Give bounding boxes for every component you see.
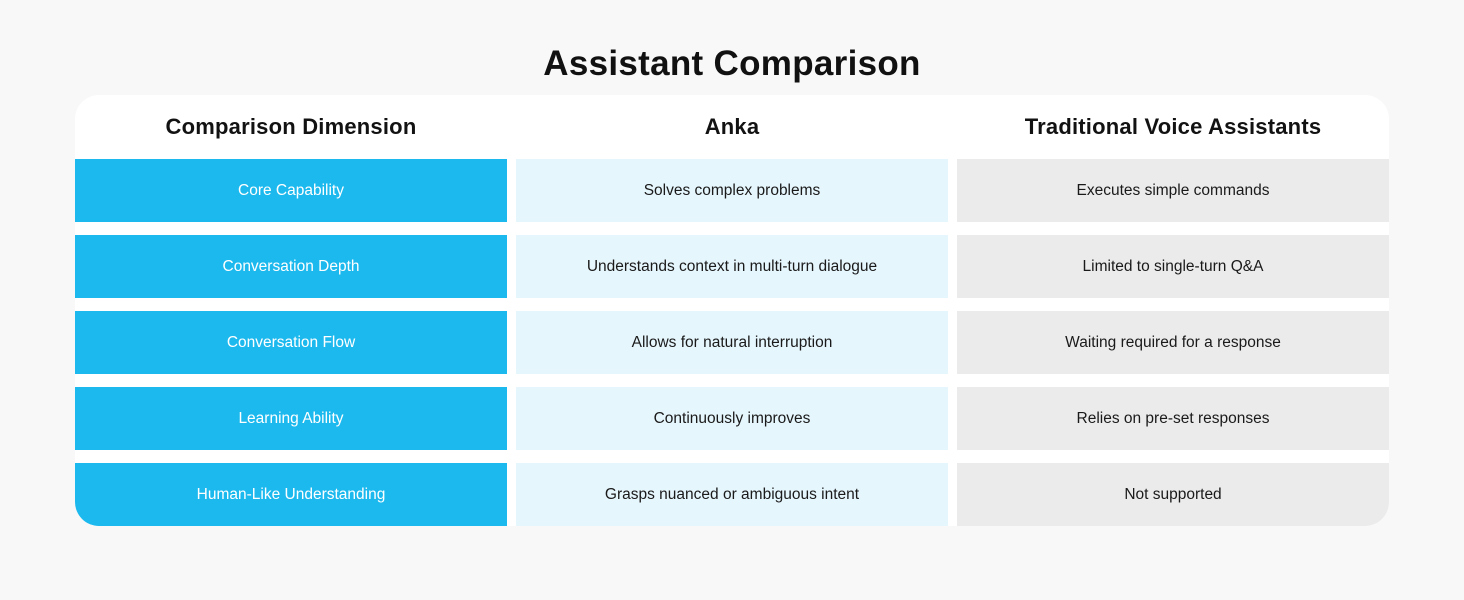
- page-title: Assistant Comparison: [543, 44, 921, 83]
- table-cell-traditional: Executes simple commands: [957, 159, 1389, 222]
- column-header-traditional: Traditional Voice Assistants: [1024, 114, 1322, 139]
- table-cell-dimension: Conversation Flow: [75, 311, 507, 374]
- table-cell-dimension: Human-Like Understanding: [75, 463, 507, 526]
- table-cell-anka: Allows for natural interruption: [516, 311, 948, 374]
- table-cell-anka: Solves complex problems: [516, 159, 948, 222]
- table-cell-anka: Continuously improves: [516, 387, 948, 450]
- table-cell-anka: Grasps nuanced or ambiguous intent: [516, 463, 948, 526]
- table-cell-traditional: Waiting required for a response: [957, 311, 1389, 374]
- table-cell-dimension: Learning Ability: [75, 387, 507, 450]
- comparison-table: Comparison Dimension Anka Traditional Vo…: [75, 95, 1389, 526]
- table-cell-dimension: Conversation Depth: [75, 235, 507, 298]
- table-cell-traditional: Limited to single-turn Q&A: [957, 235, 1389, 298]
- table-cell-traditional: Relies on pre-set responses: [957, 387, 1389, 450]
- table-header-row: Comparison Dimension Anka Traditional Vo…: [75, 95, 1389, 159]
- table-body: Core Capability Solves complex problems Ex…: [75, 159, 1389, 526]
- table-cell-dimension: Core Capability: [75, 159, 507, 222]
- table-cell-anka: Understands context in multi-turn dialog…: [516, 235, 948, 298]
- column-header-anka: Anka: [704, 114, 760, 139]
- table-cell-traditional: Not supported: [957, 463, 1389, 526]
- column-header-dimension: Comparison Dimension: [165, 114, 417, 139]
